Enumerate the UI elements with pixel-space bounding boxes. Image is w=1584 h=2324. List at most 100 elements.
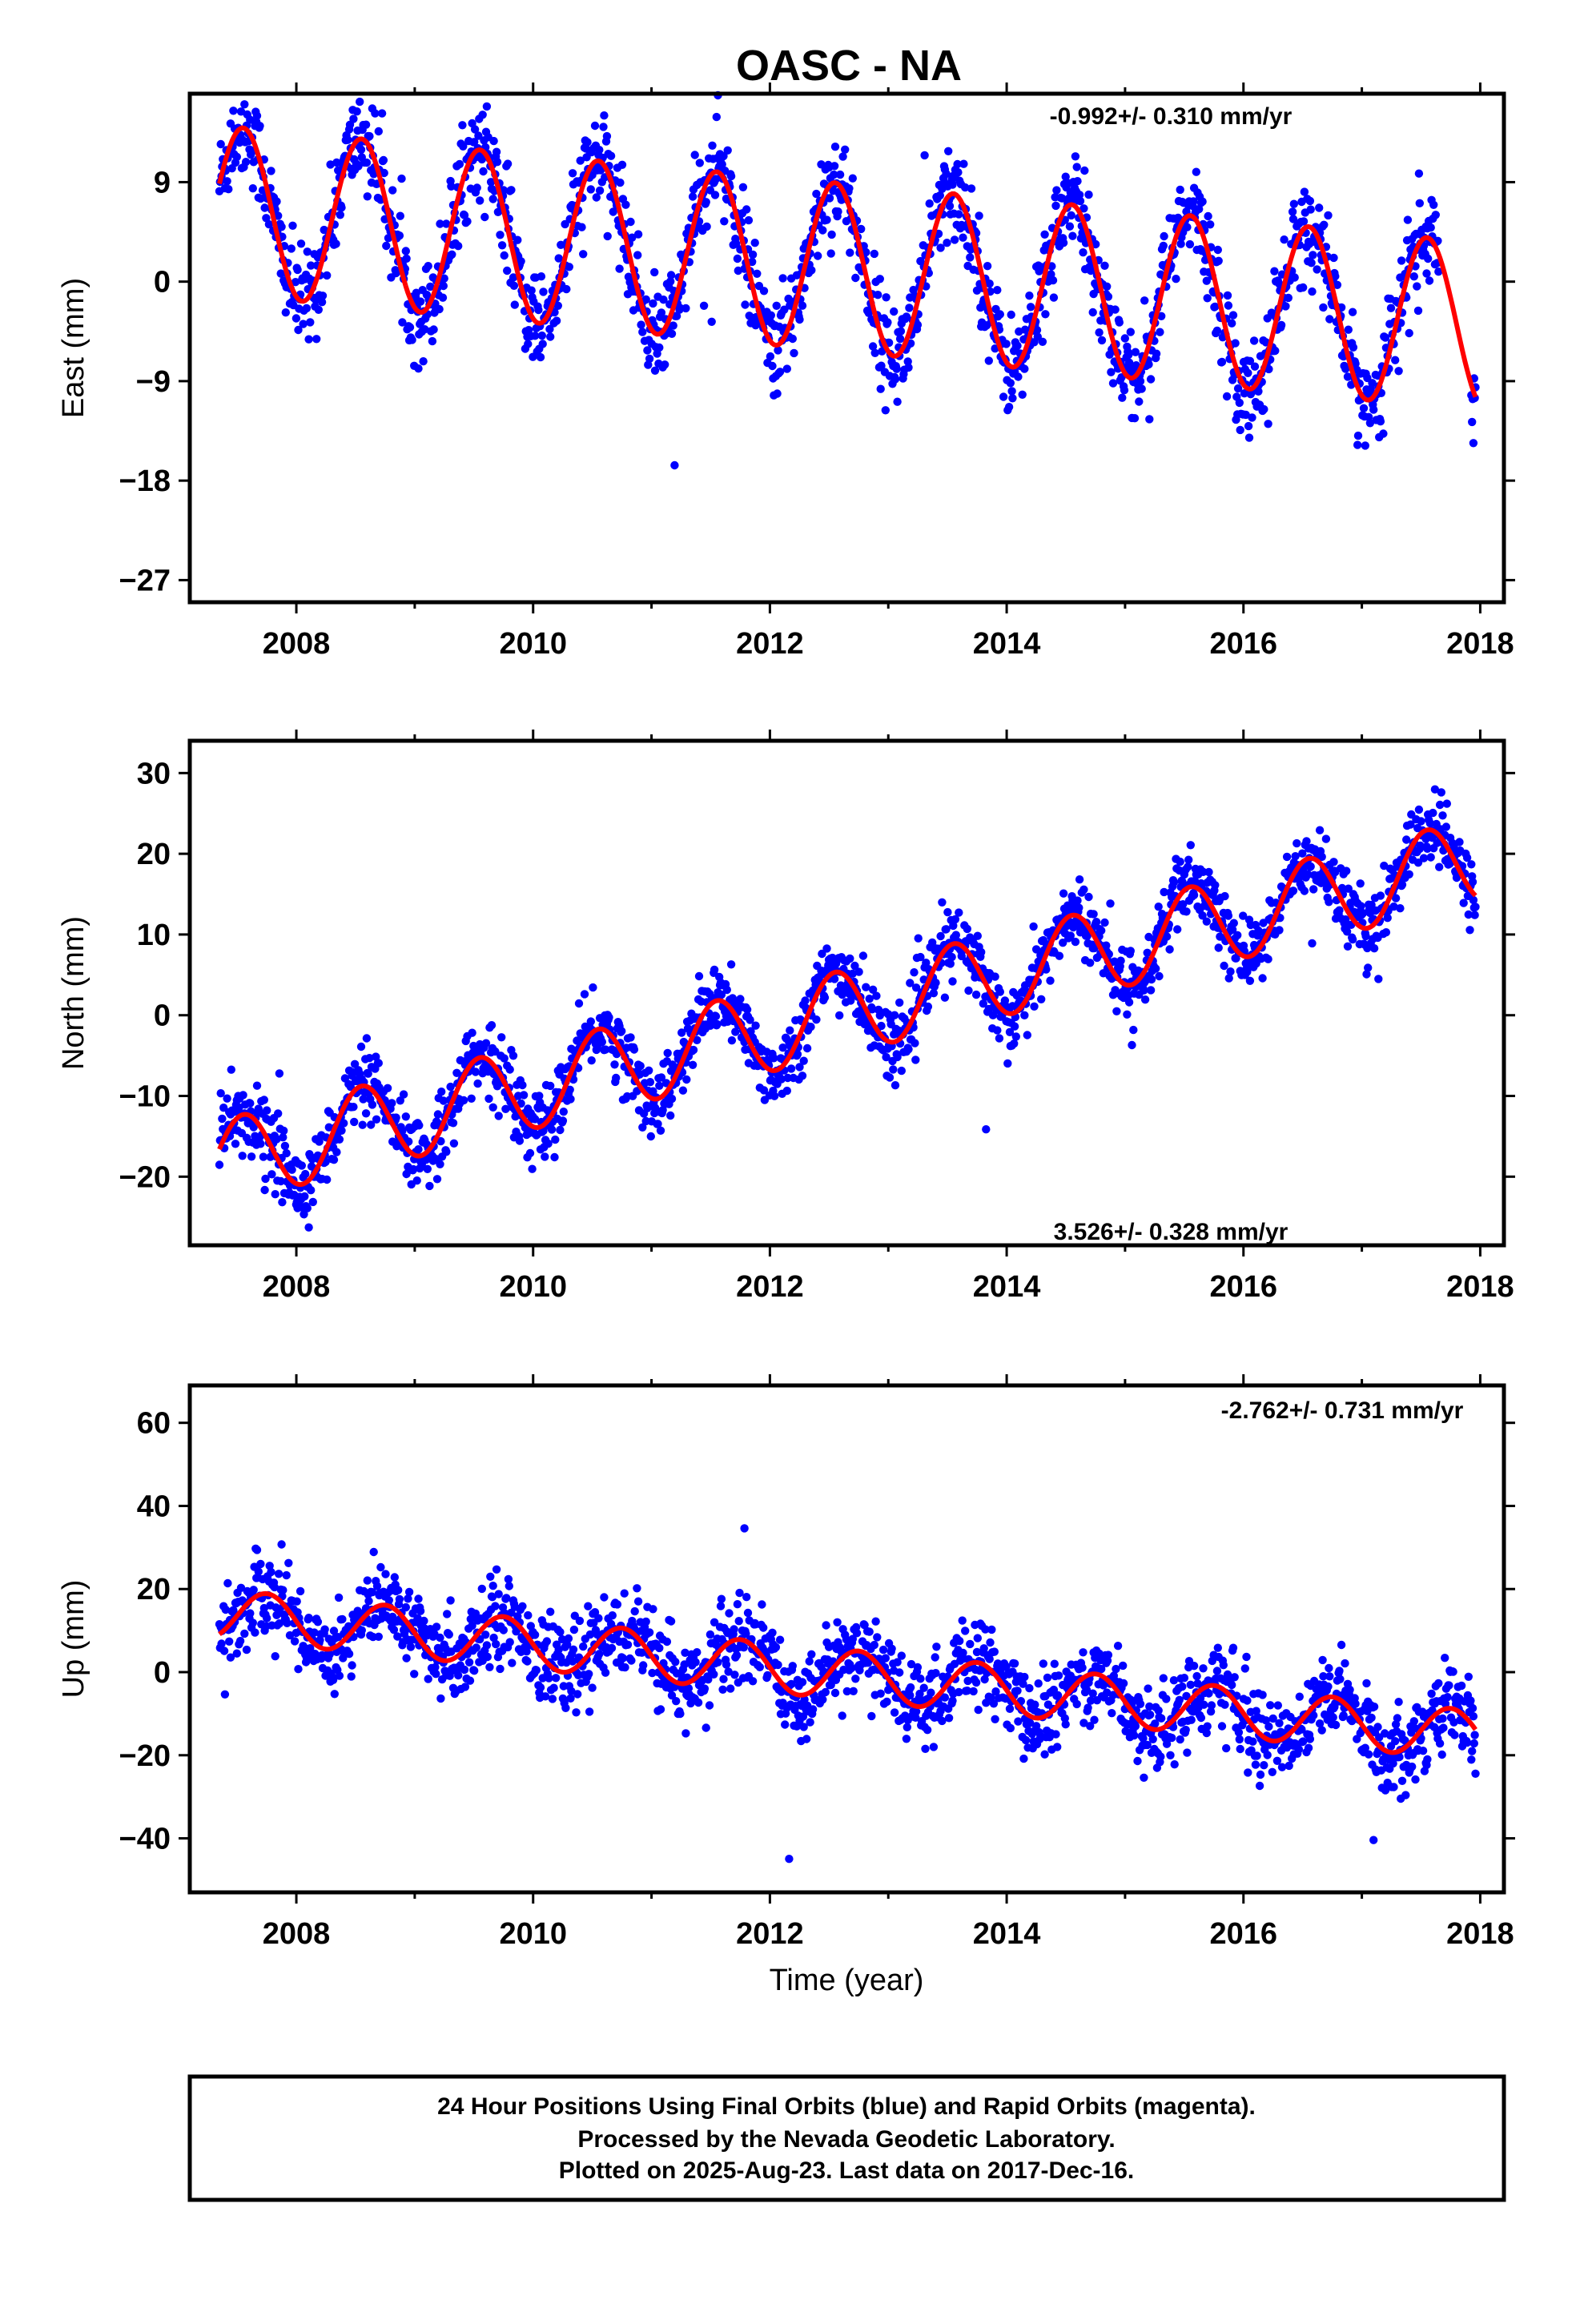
east-point (1271, 346, 1280, 356)
north-point (946, 959, 955, 968)
north-point (782, 1086, 791, 1096)
north-point (711, 1011, 721, 1021)
north-point (1073, 896, 1082, 905)
up-point (1031, 1722, 1041, 1731)
north-point (1071, 937, 1080, 947)
east-point (1405, 328, 1413, 338)
east-point (1115, 318, 1124, 327)
north-point (1383, 914, 1392, 923)
up-point (532, 1666, 541, 1675)
up-point (911, 1707, 921, 1716)
east-point (773, 389, 782, 398)
east-point (1284, 293, 1293, 303)
up-point (485, 1663, 494, 1671)
north-point (943, 907, 952, 917)
north-x-tick-labels: 2008 2010 2012 2014 2016 2018 (263, 1270, 1514, 1304)
east-point (1300, 187, 1309, 196)
east-point (633, 251, 642, 259)
east-point (497, 241, 507, 250)
up-point (226, 1653, 235, 1662)
up-point (590, 1608, 600, 1617)
east-point (480, 212, 489, 222)
up-point (1013, 1687, 1022, 1695)
up-point (488, 1593, 497, 1602)
north-point (383, 1084, 392, 1093)
up-point (867, 1711, 876, 1721)
up-point (807, 1650, 816, 1659)
east-point (303, 247, 312, 256)
up-point (542, 1637, 552, 1646)
east-point (1120, 386, 1129, 395)
north-point (1003, 1059, 1012, 1068)
north-point (1233, 931, 1242, 940)
east-point (565, 263, 573, 271)
up-point (284, 1558, 293, 1568)
east-point (459, 142, 468, 151)
north-point (726, 960, 736, 969)
up-point (256, 1559, 265, 1569)
up-point (1086, 1696, 1096, 1705)
east-point (1097, 336, 1107, 345)
east-point (1425, 276, 1434, 285)
north-point (1362, 970, 1371, 979)
east-point (592, 193, 601, 202)
east-point (609, 207, 617, 216)
east-point (702, 222, 711, 231)
up-point (248, 1618, 257, 1627)
up-point (376, 1562, 385, 1572)
up-point (830, 1688, 840, 1698)
east-point (488, 195, 497, 203)
up-point (489, 1633, 498, 1642)
east-point (1059, 239, 1068, 247)
east-point (753, 269, 762, 278)
up-point (1113, 1642, 1123, 1651)
north-point (1089, 910, 1098, 919)
up-point (973, 1634, 983, 1642)
north-point (261, 1174, 270, 1184)
north-point (1102, 941, 1111, 950)
north-point (1160, 887, 1168, 897)
north-point (388, 1099, 396, 1108)
east-point (1381, 333, 1390, 342)
up-point (443, 1610, 452, 1618)
up-point (444, 1630, 453, 1639)
north-point (1075, 875, 1084, 884)
east-point (902, 312, 911, 321)
east-point (274, 211, 283, 220)
east-point (807, 266, 816, 275)
up-point (940, 1693, 950, 1702)
up-point (552, 1674, 561, 1683)
up-point (759, 1623, 768, 1632)
east-point (1104, 292, 1113, 301)
east-point (1185, 239, 1195, 249)
east-point (1397, 256, 1406, 265)
north-point (949, 921, 958, 931)
north-point (433, 1110, 443, 1119)
north-point (308, 1197, 317, 1207)
north-point (1396, 904, 1405, 913)
north-point (1437, 788, 1446, 797)
east-point (1391, 356, 1400, 364)
east-point (1306, 205, 1315, 214)
up-point (267, 1567, 275, 1577)
up-point (496, 1664, 505, 1674)
up-point (763, 1671, 772, 1680)
east-point (377, 109, 387, 118)
north-point (547, 1125, 557, 1134)
east-point (306, 318, 315, 327)
up-point (502, 1594, 511, 1602)
up-point (363, 1576, 372, 1585)
east-point (1213, 245, 1223, 255)
east-point (1068, 231, 1077, 240)
east-point (775, 368, 785, 376)
east-point (1100, 261, 1109, 270)
east-point (1103, 282, 1112, 291)
north-point (525, 1148, 535, 1158)
east-point (1313, 265, 1321, 274)
east-point (959, 233, 967, 242)
up-point (931, 1653, 939, 1662)
up-point (656, 1705, 665, 1714)
up-point (1099, 1681, 1108, 1690)
north-point (1066, 931, 1075, 940)
east-point (537, 331, 546, 340)
